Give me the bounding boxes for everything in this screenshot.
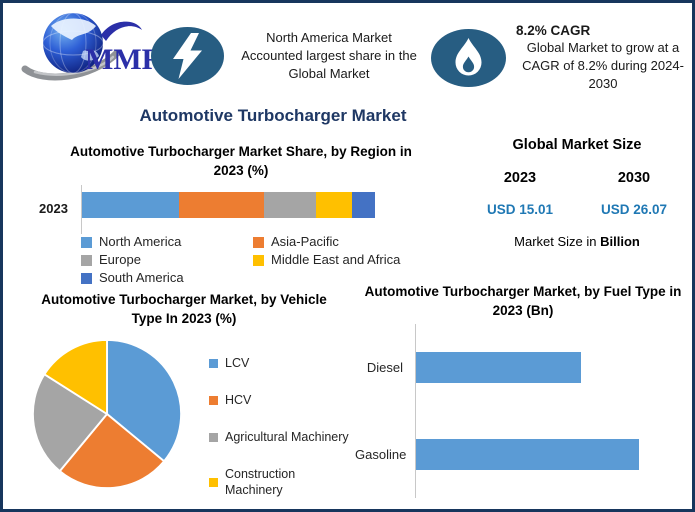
pie-slice xyxy=(106,338,183,463)
region-legend-item: Europe xyxy=(81,252,253,268)
cagr-body: Global Market to grow at a CAGR of 8.2% … xyxy=(522,40,684,91)
vehicle-legend-item: Agricultural Machinery xyxy=(209,429,350,445)
legend-marker xyxy=(209,477,218,487)
region-bar-segment xyxy=(178,192,264,218)
region-chart-row: 2023 xyxy=(33,185,449,234)
legend-label: North America xyxy=(99,234,182,249)
market-size-values: USD 15.01 USD 26.07 xyxy=(463,202,691,217)
market-size-year-2023: 2023 xyxy=(503,170,537,186)
legend-marker xyxy=(253,254,264,266)
legend-marker xyxy=(209,358,218,368)
globe-icon: MMR xyxy=(21,12,164,81)
region-legend-item: Asia-Pacific xyxy=(253,234,449,250)
vehicle-legend-item: LCV xyxy=(209,355,350,371)
fuel-category-label: Gasoline xyxy=(355,447,407,462)
cagr-title: 8.2% CAGR xyxy=(516,23,591,38)
region-plot-area xyxy=(81,185,449,234)
fuel-chart-axis-line xyxy=(415,324,416,498)
callout-cagr: 8.2% CAGR Global Market to grow at a CAG… xyxy=(431,23,690,93)
legend-marker xyxy=(81,272,92,284)
legend-marker xyxy=(209,395,218,405)
region-bar-segment xyxy=(82,192,179,218)
region-legend: North America Asia-Pacific Europe Middle Ea… xyxy=(81,234,449,286)
page-title: Automotive Turbocharger Market xyxy=(139,106,407,125)
region-bar-segment xyxy=(316,192,352,218)
legend-label: Construction Machinery xyxy=(225,467,296,497)
legend-marker xyxy=(209,432,218,442)
vehicle-chart-title: Automotive Turbocharger Market, by Vehic… xyxy=(41,292,327,326)
market-size-value-2030: USD 26.07 xyxy=(600,202,668,217)
fuel-bar-row: Gasoline xyxy=(355,439,691,470)
legend-label: Middle East and Africa xyxy=(271,252,401,267)
fuel-chart-title: Automotive Turbocharger Market, by Fuel … xyxy=(364,284,682,318)
legend-label: South America xyxy=(99,270,184,285)
region-stacked-bar xyxy=(82,192,375,218)
region-legend-item: South America xyxy=(81,270,253,286)
vehicle-chart-content: LCV HCV Agricultural Machinery Construction… xyxy=(18,338,350,498)
vehicle-pie-svg xyxy=(31,338,183,489)
region-chart-title: Automotive Turbocharger Market Share, by… xyxy=(70,144,412,178)
logo-text: MMR xyxy=(85,43,157,76)
flame-icon xyxy=(431,29,506,87)
vehicle-type-chart: Automotive Turbocharger Market, by Vehic… xyxy=(18,290,350,498)
vehicle-legend-item: Construction Machinery xyxy=(209,466,350,498)
legend-marker xyxy=(81,236,92,248)
market-size-value-2023: USD 15.01 xyxy=(486,202,554,217)
region-bar-segment xyxy=(351,192,375,218)
region-legend-item: Middle East and Africa xyxy=(253,252,449,268)
vehicle-legend-item: HCV xyxy=(209,392,350,408)
market-size-footnote: Market Size in Billion xyxy=(463,234,691,249)
legend-label: Agricultural Machinery xyxy=(225,430,349,444)
pie-slice xyxy=(43,338,108,415)
fuel-bar-row: Diesel xyxy=(355,352,691,383)
legend-label: HCV xyxy=(225,393,252,407)
region-share-chart: Automotive Turbocharger Market Share, by… xyxy=(33,142,449,286)
fuel-bar xyxy=(415,439,639,470)
market-size-year-2030: 2030 xyxy=(617,170,651,186)
vehicle-pie-legend: LCV HCV Agricultural Machinery Construction… xyxy=(209,355,350,498)
market-size-title: Global Market Size xyxy=(512,137,642,153)
fuel-type-chart: Automotive Turbocharger Market, by Fuel … xyxy=(355,282,691,498)
mmr-logo: MMR xyxy=(15,9,164,81)
callout-north-america-text: North America Market Accounted largest s… xyxy=(241,30,417,81)
region-axis-category-label: 2023 xyxy=(39,201,68,216)
legend-label: Asia-Pacific xyxy=(271,234,339,249)
market-size-years: 2023 2030 xyxy=(463,170,691,186)
pie-slice xyxy=(58,413,166,489)
global-market-size-panel: Global Market Size 2023 2030 USD 15.01 U… xyxy=(463,137,691,249)
market-size-footnote-bold: Billion xyxy=(600,234,640,249)
legend-marker xyxy=(81,254,92,266)
legend-label: Europe xyxy=(99,252,141,267)
market-size-footnote-regular: Market Size in xyxy=(514,234,601,249)
region-legend-item: North America xyxy=(81,234,253,250)
fuel-chart-plot: Diesel Gasoline xyxy=(355,324,691,498)
legend-marker xyxy=(253,236,264,248)
pie-slice xyxy=(31,373,108,473)
callout-cagr-textblock: 8.2% CAGR Global Market to grow at a CAG… xyxy=(516,23,690,93)
fuel-bar xyxy=(415,352,582,383)
lightning-icon xyxy=(151,27,224,85)
region-bar-segment xyxy=(263,192,317,218)
legend-label: LCV xyxy=(225,356,250,370)
fuel-category-label: Diesel xyxy=(366,360,403,375)
callout-north-america: North America Market Accounted largest s… xyxy=(151,27,424,85)
